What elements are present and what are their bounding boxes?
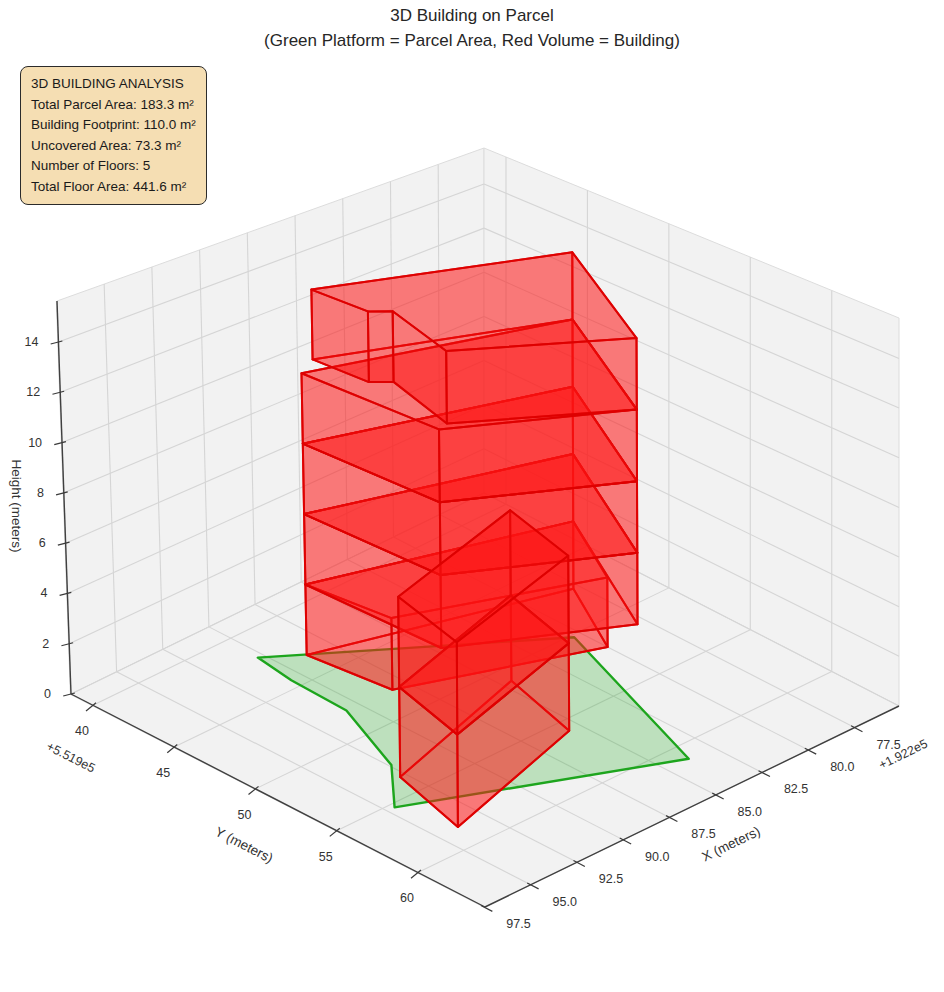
svg-text:45: 45 (156, 766, 170, 780)
figure: 77.580.082.585.087.590.092.595.097.54045… (0, 0, 944, 992)
analysis-info-box: 3D BUILDING ANALYSIS Total Parcel Area: … (20, 66, 207, 205)
svg-text:55: 55 (319, 850, 333, 864)
svg-text:80.0: 80.0 (830, 760, 854, 774)
analysis-box-footprint: Building Footprint: 110.0 m² (31, 115, 196, 136)
analysis-box-uncovered: Uncovered Area: 73.3 m² (31, 136, 196, 157)
svg-text:Y (meters): Y (meters) (213, 824, 276, 866)
svg-text:50: 50 (237, 808, 251, 822)
svg-text:6: 6 (39, 536, 46, 550)
chart-title: 3D Building on Parcel (0, 6, 944, 26)
svg-text:Height (meters): Height (meters) (9, 459, 24, 552)
svg-text:95.0: 95.0 (553, 895, 577, 909)
svg-text:92.5: 92.5 (599, 872, 623, 886)
svg-text:+5.519e5: +5.519e5 (44, 739, 97, 775)
svg-text:97.5: 97.5 (506, 917, 530, 931)
svg-text:82.5: 82.5 (784, 782, 808, 796)
analysis-box-parcel-area: Total Parcel Area: 183.3 m² (31, 95, 196, 116)
svg-text:0: 0 (44, 687, 51, 701)
svg-text:8: 8 (37, 486, 44, 500)
svg-text:87.5: 87.5 (691, 827, 715, 841)
svg-text:4: 4 (40, 586, 47, 600)
analysis-box-floor-area: Total Floor Area: 441.6 m² (31, 177, 196, 198)
analysis-box-title: 3D BUILDING ANALYSIS (31, 74, 196, 95)
building-face (446, 338, 637, 423)
analysis-box-floors: Number of Floors: 5 (31, 156, 196, 177)
svg-text:2: 2 (42, 637, 49, 651)
svg-text:14: 14 (25, 335, 39, 349)
svg-text:60: 60 (400, 891, 414, 905)
svg-text:85.0: 85.0 (738, 805, 762, 819)
svg-text:40: 40 (75, 724, 89, 738)
svg-text:10: 10 (28, 436, 42, 450)
svg-text:90.0: 90.0 (645, 850, 669, 864)
svg-text:12: 12 (26, 385, 40, 399)
chart-titles: 3D Building on Parcel (Green Platform = … (0, 6, 944, 51)
chart-subtitle: (Green Platform = Parcel Area, Red Volum… (0, 31, 944, 51)
building-face (368, 311, 394, 382)
